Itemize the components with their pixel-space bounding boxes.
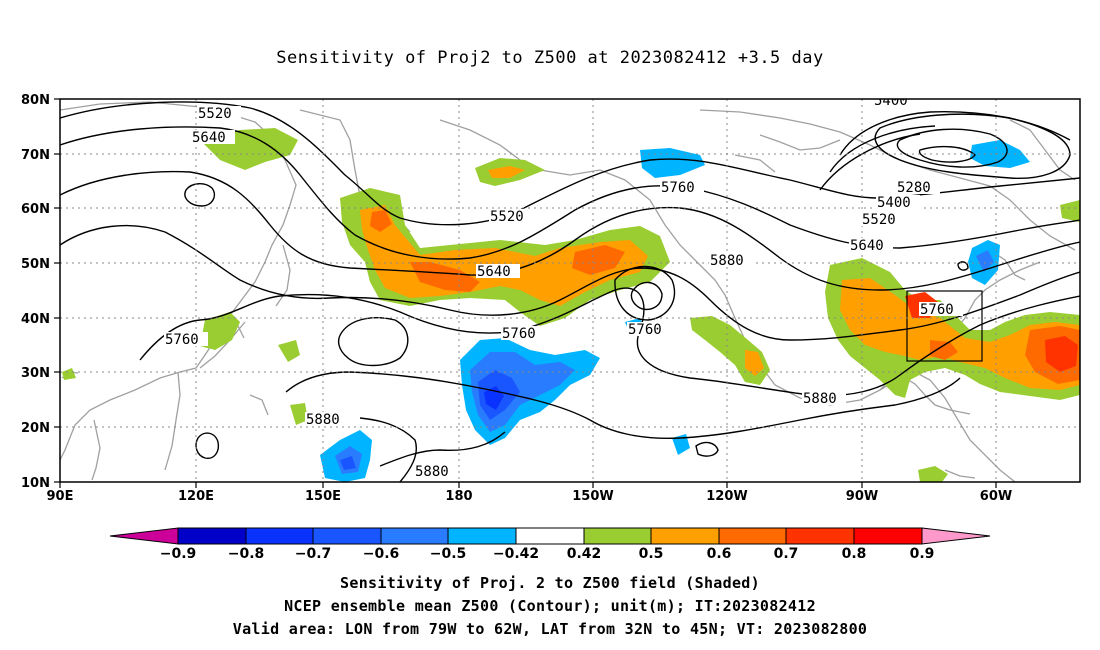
- axis-ticks: [54, 98, 997, 488]
- lat-label: 20N: [21, 421, 50, 436]
- footer-valid-area-caption: Valid area: LON from 79W to 62W, LAT fro…: [232, 620, 868, 638]
- contour-label: 5760: [165, 332, 199, 348]
- lon-label: 90W: [846, 489, 878, 504]
- colorbar-label: −0.5: [430, 546, 467, 562]
- colorbar-label: 0.8: [842, 546, 867, 562]
- colorbar-swatch: [109, 527, 179, 545]
- lon-label: 60W: [980, 489, 1012, 504]
- colorbar-swatch: [380, 527, 449, 545]
- colorbar-label: −0.6: [363, 546, 400, 562]
- colorbar-swatch: [921, 527, 991, 545]
- colorbar-swatch: [447, 527, 517, 545]
- lon-label: 120W: [706, 489, 747, 504]
- colorbar-label: 0.6: [707, 546, 732, 562]
- contour-label: 5880: [415, 464, 449, 480]
- contour-label: 5520: [862, 212, 896, 228]
- colorbar-label: −0.8: [228, 546, 265, 562]
- colorbar-label: 0.7: [774, 546, 799, 562]
- valid-area-box: [906, 290, 983, 362]
- contour-label: 5760: [661, 180, 695, 196]
- colorbar-swatch: [515, 527, 585, 545]
- contour-labels: 5520 5640 5400 5760 5280 5400 5520 5640 …: [164, 93, 963, 480]
- colorbar-swatch: [853, 527, 923, 545]
- plot-frame: [59, 98, 1081, 483]
- footer-contour-caption: NCEP ensemble mean Z500 (Contour); unit(…: [284, 597, 816, 615]
- contour-label: 5760: [502, 326, 536, 342]
- colorbar-labels: −0.9 −0.8 −0.7 −0.6 −0.5 −0.42 0.42 0.5 …: [160, 546, 935, 562]
- z500-contours: [60, 101, 1080, 482]
- colorbar-label: 0.5: [639, 546, 664, 562]
- lat-label: 70N: [21, 148, 50, 163]
- colorbar-label: 0.42: [567, 546, 602, 562]
- contour-label: 5400: [874, 93, 908, 109]
- colorbar-label: −0.9: [160, 546, 197, 562]
- contour-label: 5520: [198, 106, 232, 122]
- latitude-labels: 80N 70N 60N 50N 40N 30N 20N 10N: [21, 93, 50, 491]
- contour-label: 5280: [897, 180, 931, 196]
- contour-label: 5880: [306, 412, 340, 428]
- positive-sensitivity-shading: [62, 128, 1080, 482]
- lat-label: 40N: [21, 312, 50, 327]
- contour-label: 5760: [628, 322, 662, 338]
- contour-label: 5880: [710, 253, 744, 269]
- colorbar-swatch: [583, 527, 652, 545]
- colorbar-label: −0.42: [493, 546, 539, 562]
- lat-label: 60N: [21, 202, 50, 217]
- lat-label: 80N: [21, 93, 50, 108]
- lon-label: 150W: [572, 489, 613, 504]
- footer-shading-caption: Sensitivity of Proj. 2 to Z500 field (Sh…: [340, 574, 760, 592]
- lat-label: 50N: [21, 257, 50, 272]
- contour-label: 5760: [920, 302, 954, 318]
- map-title: Sensitivity of Proj2 to Z500 at 20230824…: [276, 48, 824, 68]
- longitude-labels: 90E 120E 150E 180 150W 120W 90W 60W: [47, 489, 1013, 504]
- colorbar-swatch: [177, 527, 247, 545]
- lon-label: 90E: [47, 489, 74, 504]
- contour-label: 5880: [803, 391, 837, 407]
- colorbar-swatch: [718, 527, 787, 545]
- colorbar-label: −0.7: [295, 546, 332, 562]
- colorbar-label: 0.9: [910, 546, 935, 562]
- lat-label: 10N: [21, 476, 50, 491]
- colorbar-swatch: [650, 527, 720, 545]
- lon-label: 150E: [305, 489, 341, 504]
- lat-label: 30N: [21, 366, 50, 381]
- contour-label: 5520: [490, 209, 524, 225]
- lon-label: 180: [445, 489, 472, 504]
- contour-label: 5640: [192, 130, 226, 146]
- contour-label: 5640: [477, 264, 511, 280]
- lon-label: 120E: [178, 489, 214, 504]
- colorbar-swatch: [312, 527, 382, 545]
- colorbar-swatch: [785, 527, 855, 545]
- colorbar: [109, 527, 991, 545]
- contour-label: 5640: [850, 238, 884, 254]
- contour-label: 5400: [877, 195, 911, 211]
- colorbar-swatch: [245, 527, 314, 545]
